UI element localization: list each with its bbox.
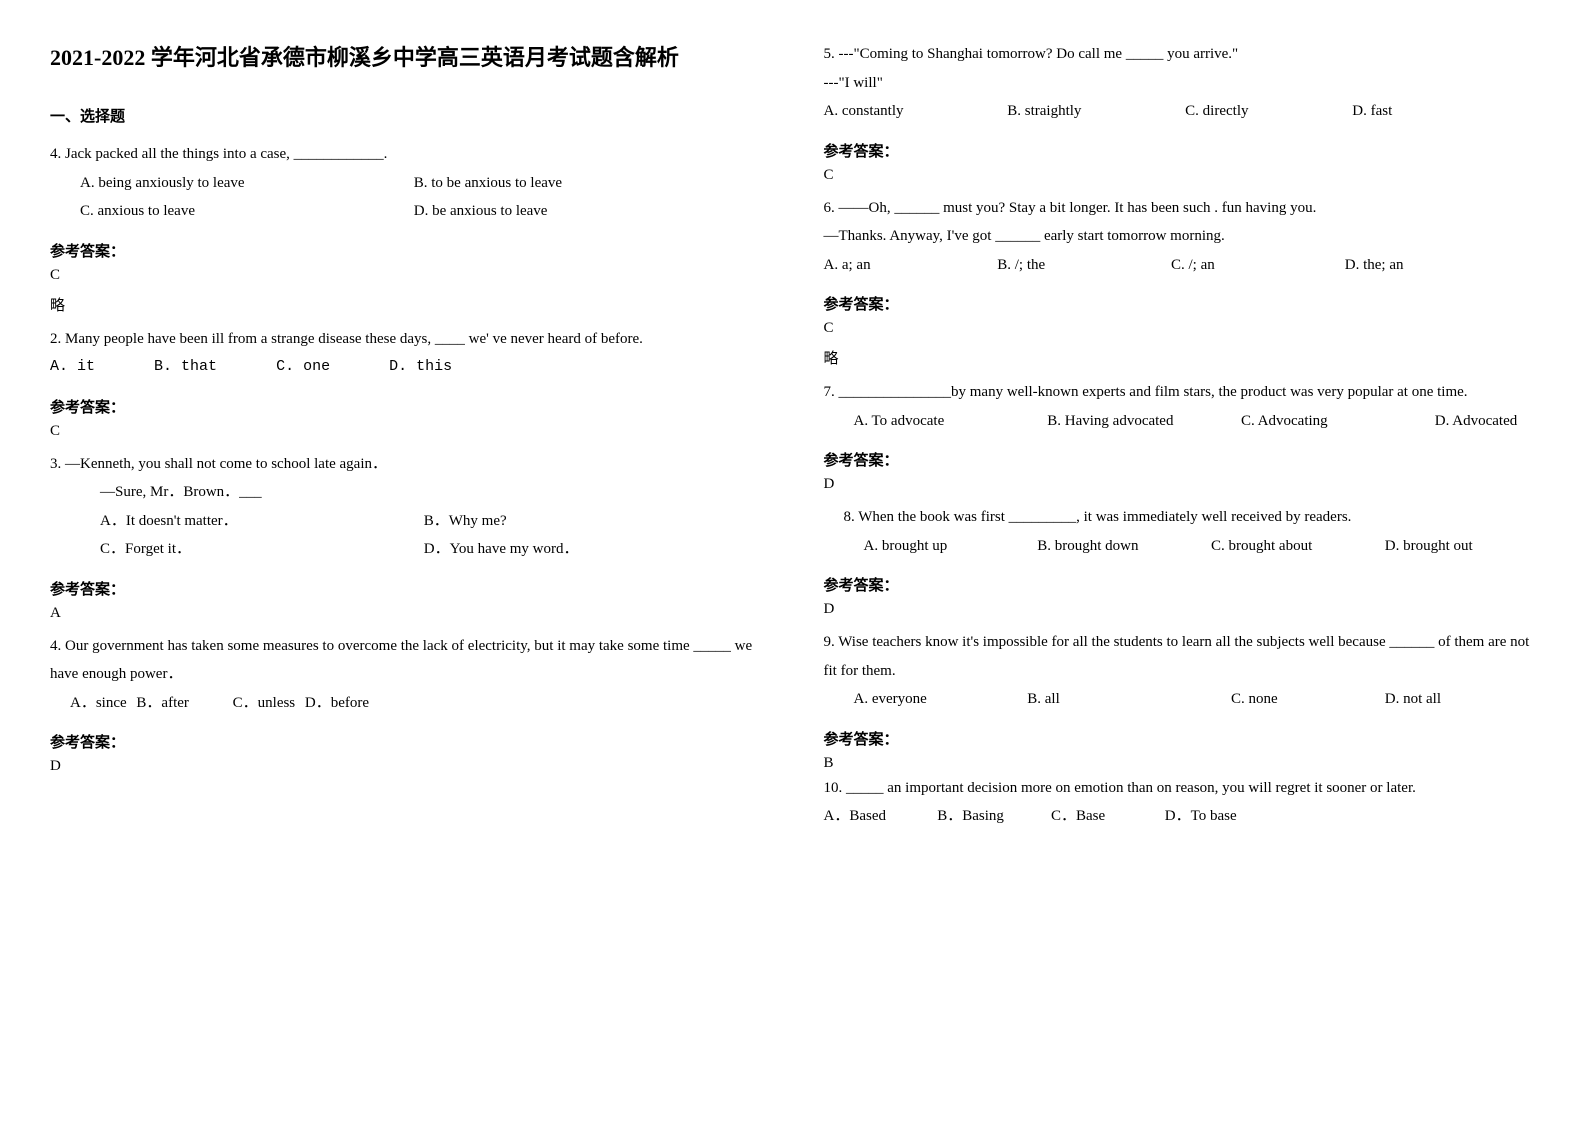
option-a: A．since bbox=[70, 695, 127, 711]
options: A. everyone B. all C. none D. not all bbox=[824, 685, 1538, 714]
option-c: C. none bbox=[1231, 685, 1381, 714]
answer-label: 参考答案： bbox=[824, 574, 1538, 595]
option-d: D. be anxious to leave bbox=[414, 203, 548, 219]
options: A. being anxiously to leave B. to be anx… bbox=[50, 169, 764, 198]
question-10: 10. _____ an important decision more on … bbox=[824, 774, 1538, 831]
exam-title: 2021-2022 学年河北省承德市柳溪乡中学高三英语月考试题含解析 bbox=[50, 40, 764, 75]
question-9: 9. Wise teachers know it's impossible fo… bbox=[824, 628, 1538, 714]
option-d: D．before bbox=[305, 695, 369, 711]
option-b: B．Basing bbox=[937, 802, 1047, 831]
options: A．since B．after C．unless D．before bbox=[50, 689, 764, 718]
option-a: A. a; an bbox=[824, 251, 994, 280]
right-column: 5. ---"Coming to Shanghai tomorrow? Do c… bbox=[824, 40, 1538, 1082]
question-text: 2. Many people have been ill from a stra… bbox=[50, 325, 764, 354]
options: A．Based B．Basing C．Base D．To base bbox=[824, 802, 1538, 831]
option-a: A. being anxiously to leave bbox=[80, 169, 360, 198]
options: A. a; an B. /; the C. /; an D. the; an bbox=[824, 251, 1538, 280]
answer-value: D bbox=[824, 601, 1538, 618]
question-3: 3. —Kenneth, you shall not come to schoo… bbox=[50, 450, 764, 564]
option-a: A. it bbox=[50, 353, 95, 382]
answer-value: C bbox=[50, 423, 764, 440]
option-c: C. /; an bbox=[1171, 251, 1341, 280]
answer-label: 参考答案： bbox=[824, 140, 1538, 161]
answer-value: C bbox=[824, 320, 1538, 337]
options: C．Forget it． D．You have my word． bbox=[50, 535, 764, 564]
question-6: 6. ——Oh, ______ must you? Stay a bit lon… bbox=[824, 194, 1538, 280]
option-b: B．after bbox=[136, 695, 188, 711]
option-b: B. Having advocated bbox=[1047, 407, 1237, 436]
option-c: C. Advocating bbox=[1241, 407, 1431, 436]
answer-label: 参考答案： bbox=[824, 449, 1538, 470]
option-a: A. everyone bbox=[854, 685, 1024, 714]
question-text: 7. _______________by many well-known exp… bbox=[824, 378, 1538, 407]
option-b: B. /; the bbox=[997, 251, 1167, 280]
question-text: 4. Our government has taken some measure… bbox=[50, 632, 764, 689]
omit-text: 略 bbox=[824, 347, 1538, 368]
option-c: C．Forget it． bbox=[100, 535, 420, 564]
answer-label: 参考答案： bbox=[824, 293, 1538, 314]
answer-value: D bbox=[50, 758, 764, 775]
options: A. brought up B. brought down C. brought… bbox=[824, 532, 1538, 561]
answer-value: B bbox=[824, 755, 1538, 772]
option-d: D. brought out bbox=[1385, 538, 1473, 554]
answer-value: C bbox=[50, 267, 764, 284]
question-4: 4. Jack packed all the things into a cas… bbox=[50, 140, 764, 226]
option-a: A. brought up bbox=[864, 532, 1034, 561]
option-b: B. brought down bbox=[1037, 532, 1207, 561]
section-header: 一、选择题 bbox=[50, 105, 764, 126]
question-text: 4. Jack packed all the things into a cas… bbox=[50, 140, 764, 169]
option-a: A．Based bbox=[824, 802, 934, 831]
option-c: C. brought about bbox=[1211, 532, 1381, 561]
option-a: A. constantly bbox=[824, 97, 904, 126]
question-5: 5. ---"Coming to Shanghai tomorrow? Do c… bbox=[824, 40, 1538, 126]
answer-label: 参考答案： bbox=[50, 731, 764, 752]
option-d: D．You have my word． bbox=[424, 541, 579, 557]
option-d: D. the; an bbox=[1345, 257, 1404, 273]
option-b: B. that bbox=[154, 353, 217, 382]
option-a: A. To advocate bbox=[854, 407, 1044, 436]
option-a: A．It doesn't matter． bbox=[100, 507, 420, 536]
option-b: B. straightly bbox=[1007, 97, 1081, 126]
question-text: 9. Wise teachers know it's impossible fo… bbox=[824, 628, 1538, 685]
options: A. constantly B. straightly C. directly … bbox=[824, 97, 1538, 126]
option-b: B. all bbox=[1027, 685, 1227, 714]
left-column: 2021-2022 学年河北省承德市柳溪乡中学高三英语月考试题含解析 一、选择题… bbox=[50, 40, 764, 1082]
question-4b: 4. Our government has taken some measure… bbox=[50, 632, 764, 718]
answer-label: 参考答案： bbox=[824, 728, 1538, 749]
answer-label: 参考答案： bbox=[50, 578, 764, 599]
question-7: 7. _______________by many well-known exp… bbox=[824, 378, 1538, 435]
option-c: C．Base bbox=[1051, 802, 1161, 831]
option-c: C．unless bbox=[233, 695, 296, 711]
option-d: D．To base bbox=[1165, 808, 1237, 824]
option-b: B．Why me? bbox=[424, 513, 507, 529]
answer-value: C bbox=[824, 167, 1538, 184]
question-text-line1: 3. —Kenneth, you shall not come to schoo… bbox=[50, 450, 764, 479]
question-8: 8. When the book was first _________, it… bbox=[824, 503, 1538, 560]
answer-label: 参考答案： bbox=[50, 240, 764, 261]
option-c: C. one bbox=[276, 353, 330, 382]
omit-text: 略 bbox=[50, 294, 764, 315]
question-text-line1: 6. ——Oh, ______ must you? Stay a bit lon… bbox=[824, 194, 1538, 223]
option-d: D. this bbox=[389, 358, 452, 375]
option-c: C. anxious to leave bbox=[80, 197, 360, 226]
options: A．It doesn't matter． B．Why me? bbox=[50, 507, 764, 536]
option-d: D. fast bbox=[1352, 103, 1392, 119]
question-2: 2. Many people have been ill from a stra… bbox=[50, 325, 764, 382]
answer-label: 参考答案： bbox=[50, 396, 764, 417]
option-b: B. to be anxious to leave bbox=[414, 175, 562, 191]
option-d: D. Advocated bbox=[1435, 413, 1517, 429]
options: A. To advocate B. Having advocated C. Ad… bbox=[824, 407, 1538, 436]
options: C. anxious to leave D. be anxious to lea… bbox=[50, 197, 764, 226]
question-text: 10. _____ an important decision more on … bbox=[824, 774, 1538, 803]
answer-value: A bbox=[50, 605, 764, 622]
question-text-line1: 5. ---"Coming to Shanghai tomorrow? Do c… bbox=[824, 40, 1538, 69]
question-text-line2: —Sure, Mr．Brown．___ bbox=[50, 478, 764, 507]
option-c: C. directly bbox=[1185, 97, 1248, 126]
question-text-line2: ---"I will" bbox=[824, 69, 1538, 98]
answer-value: D bbox=[824, 476, 1538, 493]
question-text-line2: —Thanks. Anyway, I've got ______ early s… bbox=[824, 222, 1538, 251]
options: A. it B. that C. one D. this bbox=[50, 353, 764, 382]
option-d: D. not all bbox=[1385, 691, 1441, 707]
question-text: 8. When the book was first _________, it… bbox=[824, 503, 1538, 532]
